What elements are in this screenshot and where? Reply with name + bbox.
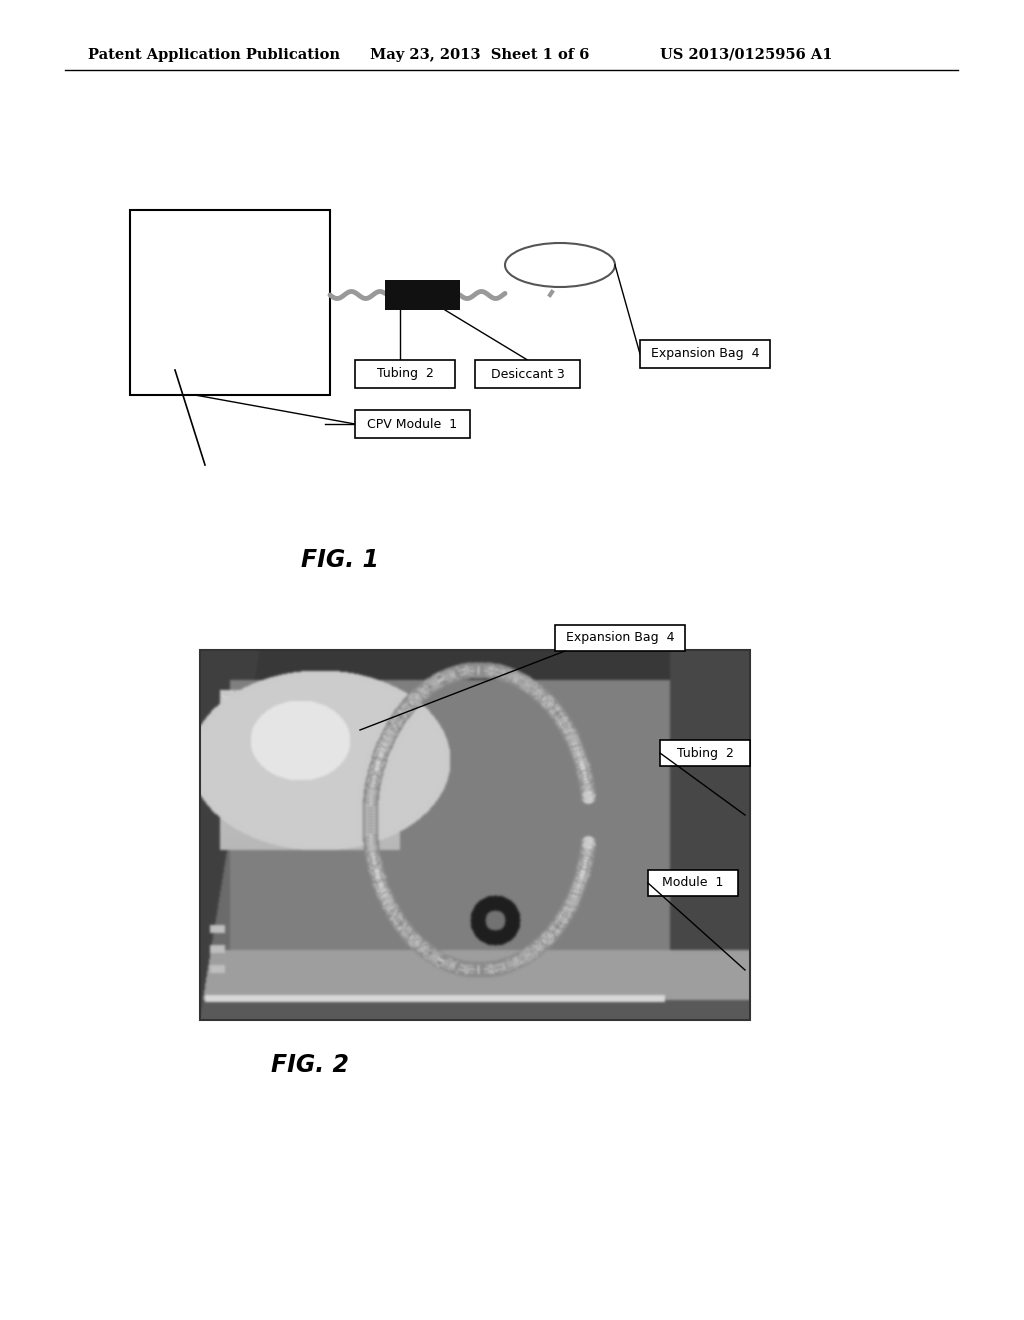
Bar bbox=[130, 210, 330, 395]
Text: Module  1: Module 1 bbox=[663, 876, 724, 890]
Bar bbox=[355, 411, 470, 438]
Text: Expansion Bag  4: Expansion Bag 4 bbox=[650, 347, 759, 360]
Bar bbox=[385, 280, 460, 310]
Bar bbox=[660, 741, 750, 766]
Bar bbox=[648, 870, 738, 896]
Ellipse shape bbox=[505, 243, 615, 286]
Text: Tubing  2: Tubing 2 bbox=[677, 747, 733, 759]
Bar bbox=[640, 341, 770, 368]
Text: Tubing  2: Tubing 2 bbox=[377, 367, 433, 380]
Bar bbox=[200, 649, 750, 1020]
Text: CPV Module  1: CPV Module 1 bbox=[368, 417, 458, 430]
Bar bbox=[555, 624, 685, 651]
Text: Patent Application Publication: Patent Application Publication bbox=[88, 48, 340, 62]
Bar bbox=[355, 360, 455, 388]
Text: FIG. 2: FIG. 2 bbox=[271, 1053, 349, 1077]
Text: US 2013/0125956 A1: US 2013/0125956 A1 bbox=[660, 48, 833, 62]
Text: FIG. 1: FIG. 1 bbox=[301, 548, 379, 572]
Text: May 23, 2013  Sheet 1 of 6: May 23, 2013 Sheet 1 of 6 bbox=[370, 48, 590, 62]
Text: Expansion Bag  4: Expansion Bag 4 bbox=[565, 631, 674, 644]
Text: Desiccant 3: Desiccant 3 bbox=[490, 367, 564, 380]
Bar bbox=[475, 360, 580, 388]
